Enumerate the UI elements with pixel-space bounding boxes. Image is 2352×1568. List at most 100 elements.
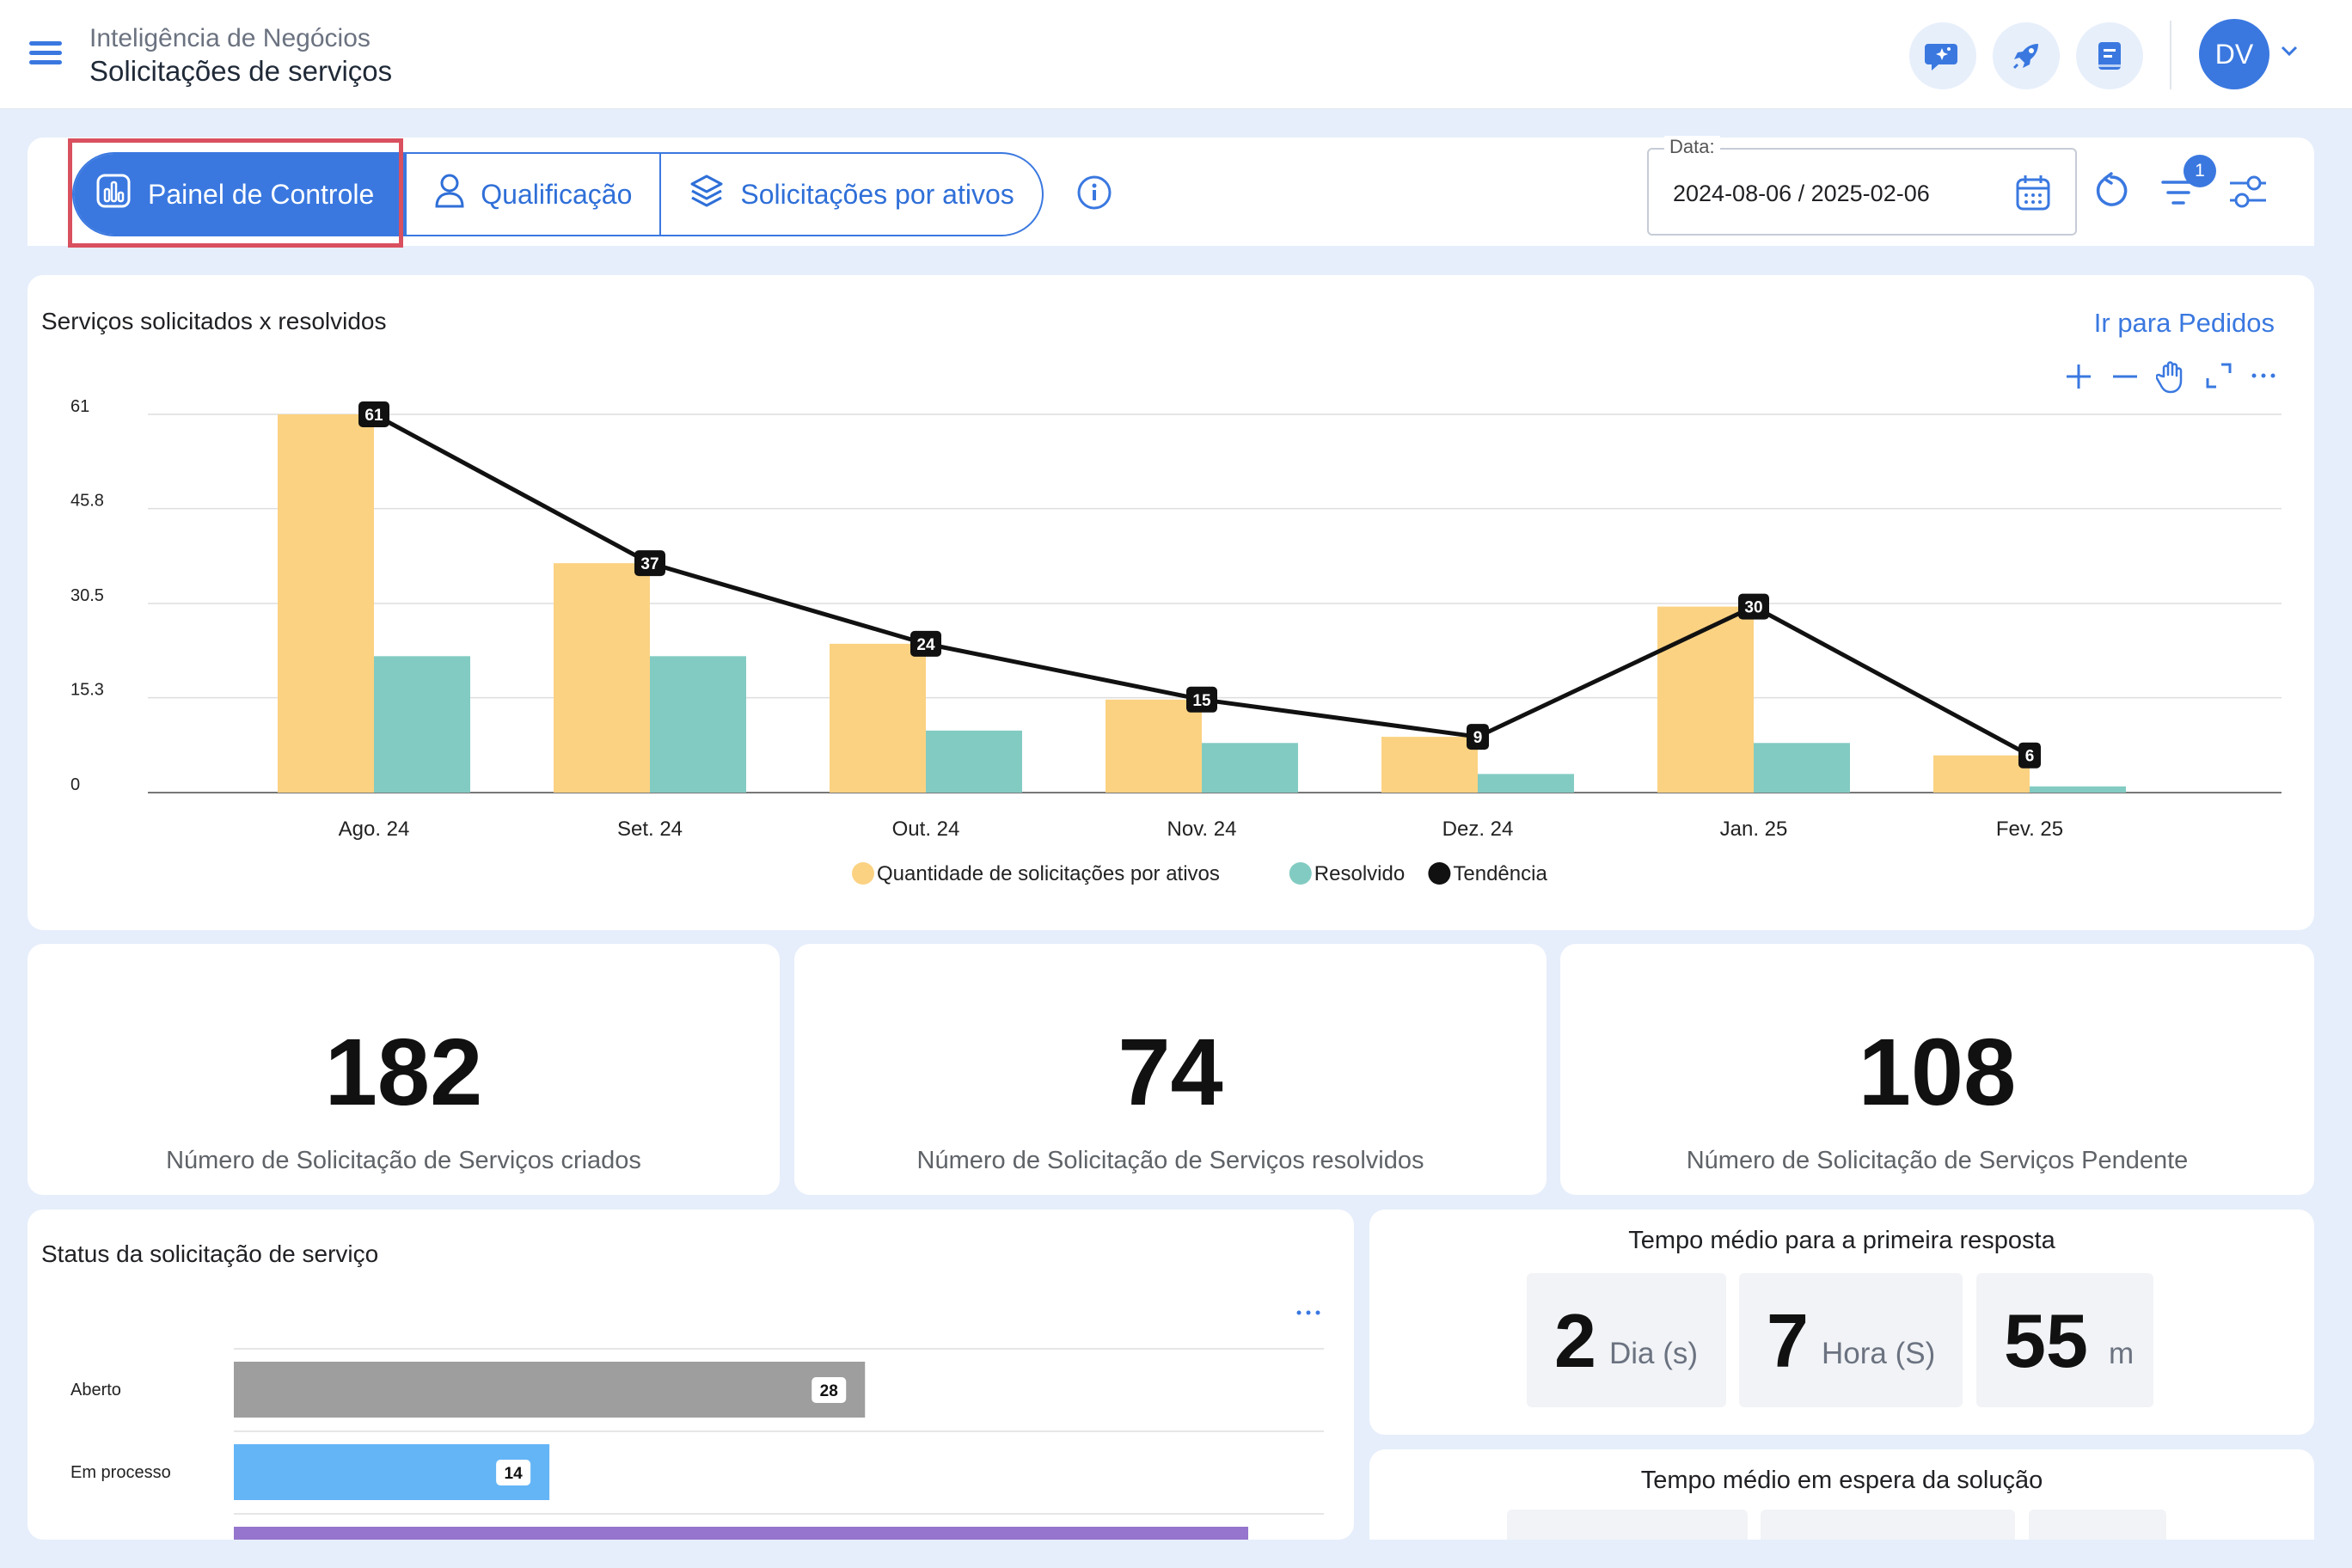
x-tick-label: Set. 24 bbox=[617, 818, 683, 841]
kpi-card-resolvidos: 74 Número de Solicitação de Serviços res… bbox=[794, 944, 1547, 1195]
kpi-label: Número de Solicitação de Serviços Penden… bbox=[1686, 1147, 2189, 1174]
kpi-card-criados: 182 Número de Solicitação de Serviços cr… bbox=[28, 944, 780, 1195]
x-tick-label: Out. 24 bbox=[892, 818, 960, 841]
kpi-card-pendente: 108 Número de Solicitação de Serviços Pe… bbox=[1560, 944, 2314, 1195]
tab-label: Qualificação bbox=[481, 178, 633, 210]
book-icon[interactable] bbox=[2076, 22, 2143, 89]
view-tabs: Painel de Controle Qualificação Solicita… bbox=[72, 152, 1044, 236]
tab-qualificacao[interactable]: Qualificação bbox=[405, 154, 659, 235]
value-label: 14 bbox=[505, 1465, 524, 1483]
user-icon bbox=[434, 172, 465, 217]
minutes-value: 55 bbox=[2004, 1298, 2088, 1383]
solution-wait-title: Tempo médio em espera da solução bbox=[1640, 1467, 2043, 1494]
bar-resolvido bbox=[650, 656, 746, 793]
hours-unit: Hora (S) bbox=[1822, 1337, 1936, 1370]
fullscreen-icon[interactable] bbox=[2204, 361, 2233, 395]
value-label: 28 bbox=[820, 1382, 838, 1400]
kpi-value: 108 bbox=[1858, 1020, 2017, 1125]
legend-label: Resolvido bbox=[1314, 862, 1405, 885]
bar-solicitacoes bbox=[554, 563, 650, 793]
x-tick-label: Fev. 25 bbox=[1996, 818, 2063, 841]
trend-point bbox=[358, 401, 389, 427]
x-tick-label: Jan. 25 bbox=[1720, 818, 1788, 841]
services-chart-card: Serviços solicitados x resolvidos Ir par… bbox=[28, 275, 2314, 930]
x-tick-label: Nov. 24 bbox=[1167, 818, 1237, 841]
info-icon[interactable] bbox=[1076, 175, 1112, 215]
zoom-in-icon[interactable] bbox=[2063, 361, 2094, 396]
data-label: 15 bbox=[1192, 692, 1211, 710]
value-badge bbox=[812, 1377, 847, 1403]
page-title: Solicitações de serviços bbox=[89, 55, 393, 87]
data-label: 6 bbox=[2025, 748, 2035, 766]
bar-resolvido bbox=[926, 730, 1022, 793]
days-box: 2 Dia (s) bbox=[1527, 1273, 1726, 1407]
bar-solicitacoes bbox=[1106, 699, 1202, 793]
services-bar-line-chart: 0 15.3 30.5 45.8 61 Ago. 24 Set. 24 Out. 24 Nov.… bbox=[70, 397, 2282, 885]
y-tick-label: 45.8 bbox=[70, 492, 104, 511]
avatar[interactable]: DV bbox=[2199, 19, 2269, 89]
data-label: 61 bbox=[364, 407, 383, 425]
app-header: Inteligência de Negócios Solicitações de… bbox=[0, 0, 2352, 109]
sliders-icon[interactable] bbox=[2228, 172, 2268, 216]
hours-value: 7 bbox=[1767, 1298, 1809, 1383]
zoom-out-icon[interactable] bbox=[2110, 361, 2141, 396]
tab-solicitacoes-por-ativos[interactable]: Solicitações por ativos bbox=[659, 154, 1041, 235]
y-tick-label: 15.3 bbox=[70, 681, 104, 700]
hamburger-menu-icon[interactable] bbox=[29, 38, 64, 67]
status-bar-chart: Aberto 28 Em processo 14 bbox=[70, 1348, 1324, 1540]
date-range-value: 2024-08-06 / 2025-02-06 bbox=[1673, 181, 1930, 206]
x-tick-label: Dez. 24 bbox=[1442, 818, 1514, 841]
legend-label: Quantidade de solicitações por ativos bbox=[877, 862, 1220, 885]
layers-icon bbox=[689, 173, 725, 216]
pan-hand-icon[interactable] bbox=[2155, 361, 2187, 398]
status-chart-title: Status da solicitação de serviço bbox=[41, 1240, 379, 1267]
trend-point bbox=[910, 630, 941, 657]
bar-resolvido bbox=[1202, 743, 1298, 793]
goto-orders-link[interactable]: Ir para Pedidos bbox=[2093, 308, 2275, 338]
date-label: Data: bbox=[1664, 136, 1720, 158]
chevron-down-icon[interactable] bbox=[2280, 45, 2299, 61]
solution-wait-card: Tempo médio em espera da solução bbox=[1369, 1449, 2314, 1540]
chat-sparkle-icon[interactable] bbox=[1909, 22, 1976, 89]
date-range-field[interactable]: Data: 2024-08-06 / 2025-02-06 bbox=[1647, 136, 2077, 236]
y-tick-label: 61 bbox=[70, 397, 89, 416]
tab-label: Painel de Controle bbox=[148, 178, 375, 210]
filter-count-badge: 1 bbox=[2184, 155, 2216, 187]
kpi-value: 182 bbox=[324, 1020, 483, 1125]
refresh-icon[interactable] bbox=[2092, 172, 2130, 216]
kpi-label: Número de Solicitação de Serviços resolv… bbox=[916, 1147, 1424, 1174]
more-options-icon[interactable] bbox=[1295, 1295, 1324, 1329]
bar-solicitacoes bbox=[1657, 606, 1754, 793]
bar-resolvido bbox=[1754, 743, 1850, 793]
days-box bbox=[1507, 1510, 1748, 1540]
data-label: 37 bbox=[640, 555, 658, 573]
days-value: 2 bbox=[1554, 1298, 1596, 1383]
status-bar bbox=[234, 1527, 1248, 1540]
trend-point bbox=[1467, 724, 1489, 750]
minutes-unit: m bbox=[2109, 1337, 2135, 1370]
minutes-box bbox=[2029, 1510, 2166, 1540]
trend-point bbox=[634, 550, 665, 577]
y-tick-label: 0 bbox=[70, 775, 80, 794]
first-response-card: Tempo médio para a primeira resposta 2 D… bbox=[1369, 1210, 2314, 1435]
bar-resolvido bbox=[2030, 786, 2126, 793]
header-divider bbox=[2170, 21, 2171, 89]
days-unit: Dia (s) bbox=[1609, 1337, 1699, 1370]
kpi-value: 74 bbox=[1118, 1020, 1223, 1125]
data-label: 24 bbox=[916, 636, 935, 654]
legend-label: Tendência bbox=[1453, 862, 1547, 885]
rocket-icon[interactable] bbox=[1993, 22, 2060, 89]
bar-resolvido bbox=[1478, 774, 1574, 793]
more-options-icon[interactable] bbox=[2249, 361, 2278, 395]
calendar-icon[interactable] bbox=[2015, 174, 2051, 216]
tab-painel-de-controle[interactable]: Painel de Controle bbox=[74, 154, 406, 235]
data-label: 30 bbox=[1744, 599, 1762, 617]
hours-box bbox=[1761, 1510, 2015, 1540]
bar-solicitacoes bbox=[1933, 755, 2030, 793]
legend-marker bbox=[1428, 862, 1451, 885]
minutes-box: 55 m bbox=[1976, 1273, 2153, 1407]
kpi-label: Número de Solicitação de Serviços criado… bbox=[166, 1147, 641, 1174]
category-label: Em processo bbox=[70, 1463, 171, 1482]
y-tick-label: 30.5 bbox=[70, 586, 104, 605]
chart-title: Serviços solicitados x resolvidos bbox=[41, 308, 387, 334]
